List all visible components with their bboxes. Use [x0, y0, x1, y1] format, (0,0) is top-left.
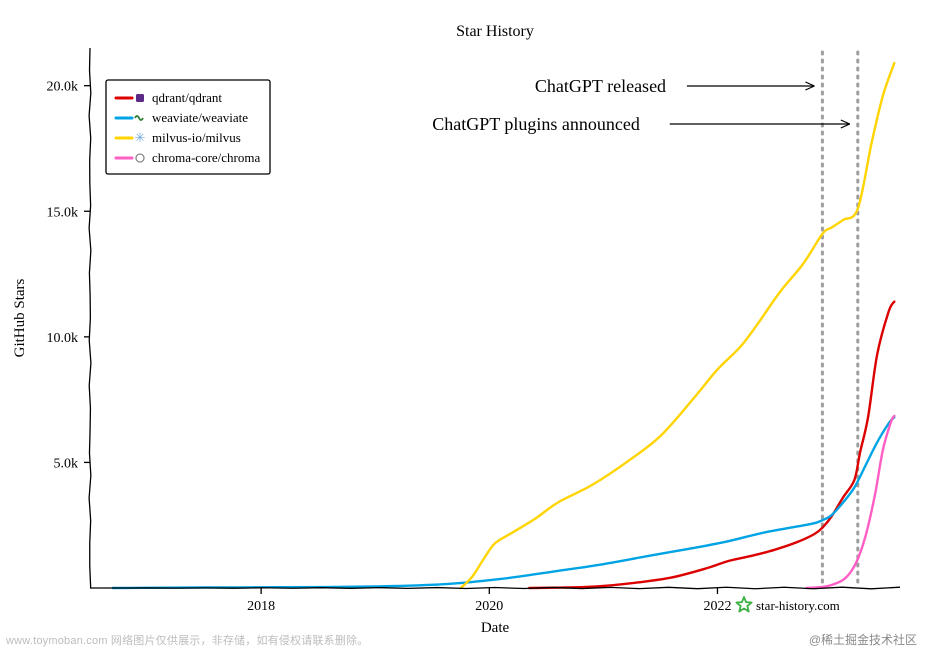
- series-milvus-io-milvus: [461, 63, 895, 588]
- footer-left-text: www.toymoban.com 网络图片仅供展示，非存储，如有侵权请联系删除。: [6, 632, 368, 648]
- legend-label: qdrant/qdrant: [152, 90, 222, 105]
- y-tick-label: 5.0k: [54, 456, 79, 471]
- chart-svg: Star History 5.0k 10.0k 15.0k 20.0k 2018 2020 2…: [0, 0, 931, 654]
- y-tick-label: 15.0k: [47, 205, 79, 220]
- legend-label: weaviate/weaviate: [152, 110, 248, 125]
- annot-chatgpt-plugins-text: ChatGPT plugins announced: [432, 114, 640, 134]
- x-axis-line: [90, 587, 900, 589]
- x-tick-label: 2020: [475, 599, 503, 614]
- series-weaviate-weaviate: [113, 417, 894, 588]
- star-history-chart: Star History 5.0k 10.0k 15.0k 20.0k 2018 2020 2…: [0, 0, 931, 654]
- x-tick-label: 2022: [703, 599, 731, 614]
- y-axis-label: GitHub Stars: [12, 278, 28, 357]
- watermark-star-icon: [736, 597, 751, 611]
- y-axis-line: [89, 48, 91, 588]
- footer-right-text: @稀土掘金技术社区: [809, 631, 917, 648]
- svg-text:✳: ✳: [135, 130, 146, 145]
- x-tick-label: 2018: [247, 599, 275, 614]
- legend-label: milvus-io/milvus: [152, 130, 241, 145]
- x-axis-label: Date: [481, 620, 510, 636]
- y-tick-label: 20.0k: [47, 80, 79, 95]
- watermark-text: star-history.com: [756, 598, 840, 613]
- y-tick-label: 10.0k: [47, 331, 79, 346]
- chart-title: Star History: [456, 23, 534, 40]
- legend-label: chroma-core/chroma: [152, 150, 261, 165]
- annot-chatgpt-release-text: ChatGPT released: [535, 76, 666, 96]
- series-chroma-core-chroma: [806, 416, 894, 588]
